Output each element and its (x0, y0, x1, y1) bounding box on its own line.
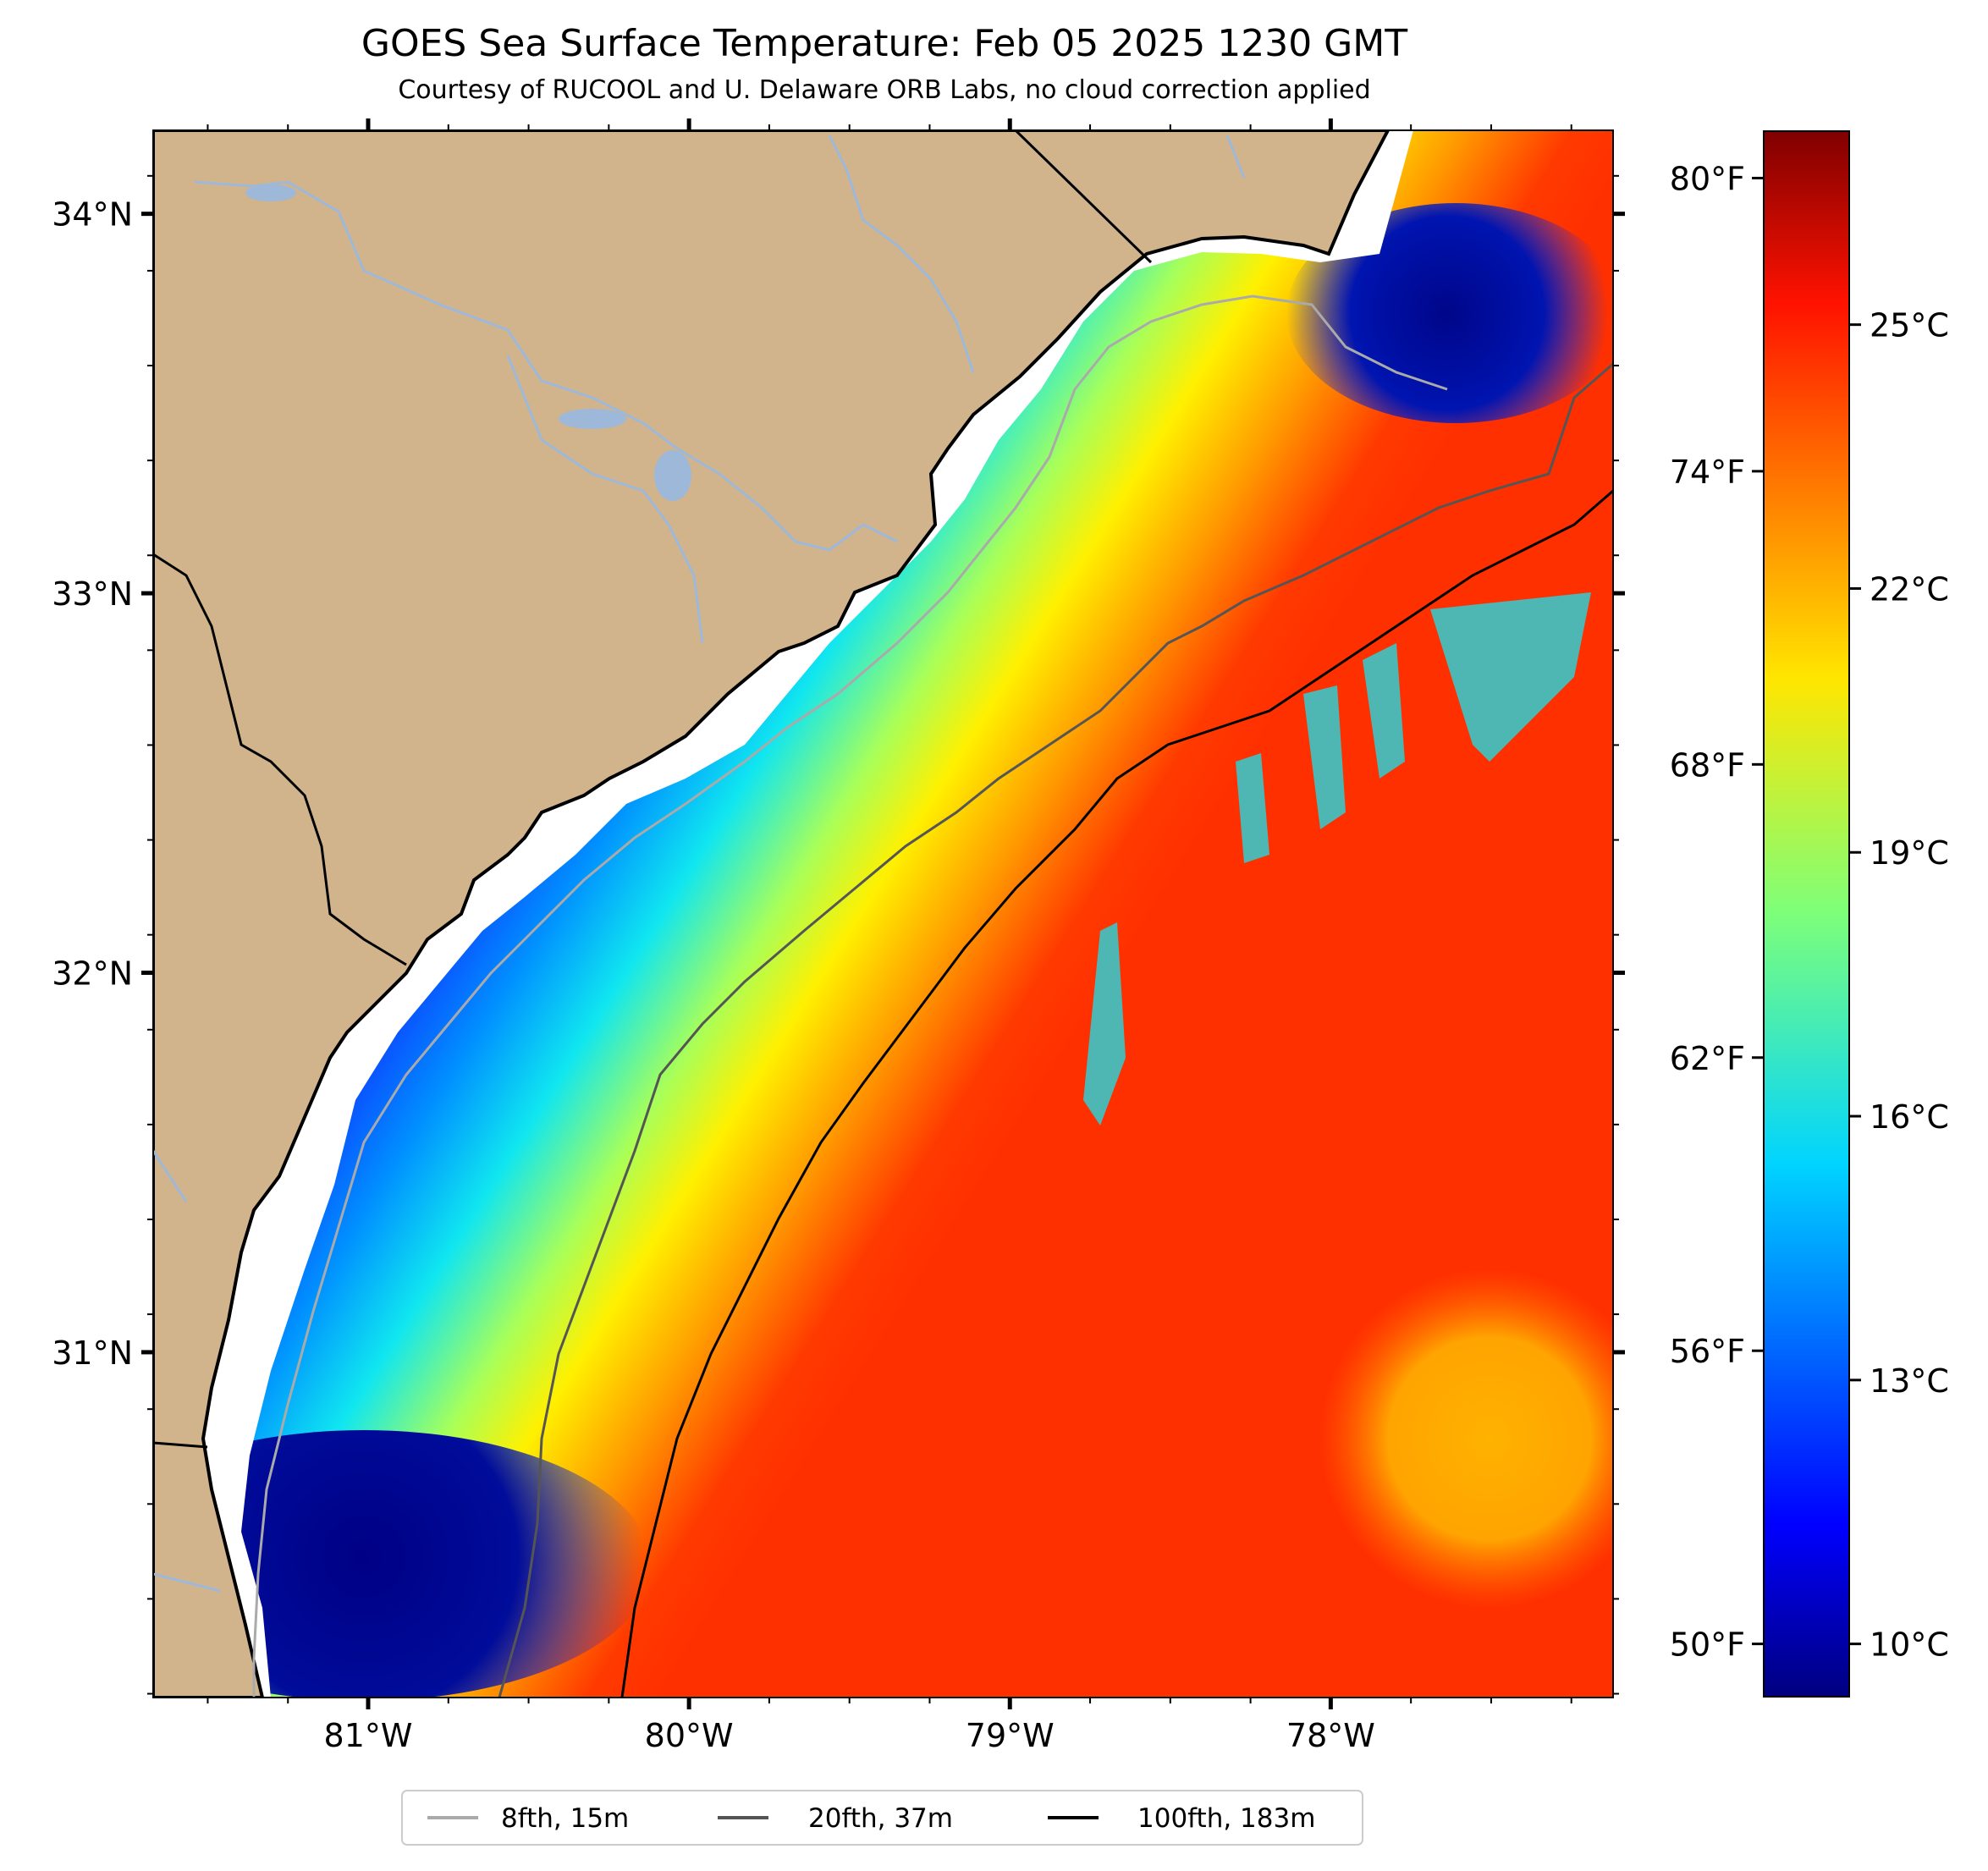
lon-tick-label-0: 81°W (324, 1717, 413, 1754)
colorbar-f-tick-label-3: 62°F (1670, 1040, 1745, 1077)
lat-tick-label-0: 34°N (52, 196, 133, 234)
latitude-axis: 34°N 33°N 32°N 31°N (52, 174, 1625, 1695)
legend-label-20fth: 20fth, 37m (808, 1803, 953, 1834)
colorbar-f-tick-label-0: 80°F (1670, 160, 1745, 197)
lat-tick-label-2: 32°N (52, 955, 133, 993)
colorbar-c-tick-label-5: 10°C (1870, 1626, 1949, 1664)
colorbar-f-tick-label-2: 68°F (1670, 746, 1745, 784)
lat-tick-label-1: 33°N (52, 575, 133, 613)
isobath-100fth (620, 489, 1613, 1698)
isobath-8fth (252, 294, 1448, 1698)
colorbar-c-tick-label-4: 13°C (1870, 1362, 1949, 1400)
warm-eddy (1295, 1269, 1613, 1608)
legend-box (401, 1790, 1363, 1846)
lakes (245, 184, 691, 501)
chart-subtitle: Courtesy of RUCOOL and U. Delaware ORB L… (398, 75, 1370, 105)
legend-label-100fth: 100fth, 183m (1137, 1803, 1315, 1834)
state-borders (153, 130, 1153, 1449)
legend-label-8fth: 8fth, 15m (501, 1803, 629, 1834)
map-frame (152, 129, 1614, 1698)
lon-tick-label-1: 80°W (645, 1717, 734, 1754)
lon-tick-label-3: 78°W (1286, 1717, 1375, 1754)
land-mass (153, 130, 1390, 1698)
colorbar-f-tick-label-1: 74°F (1670, 454, 1745, 491)
lat-tick-label-3: 31°N (52, 1334, 133, 1372)
colorbar-c-tick-label-2: 19°C (1870, 834, 1949, 872)
cold-water-northeast (1286, 203, 1613, 423)
cool-filaments (1083, 592, 1591, 1125)
map-plot-area (153, 130, 1613, 1698)
colorbar-celsius-axis: 25°C 22°C 19°C 16°C 13°C 10°C (1849, 307, 1949, 1664)
lon-tick-label-2: 79°W (966, 1717, 1055, 1754)
isobath-20fth (498, 362, 1613, 1698)
chart-title: GOES Sea Surface Temperature: Feb 05 202… (361, 22, 1407, 65)
colorbar-f-tick-label-5: 50°F (1670, 1626, 1745, 1664)
colorbar (1763, 130, 1850, 1698)
colorbar-fahrenheit-axis: 80°F 74°F 68°F 62°F 56°F 50°F (1670, 160, 1764, 1664)
longitude-axis: 81°W 80°W 79°W 78°W (207, 118, 1572, 1754)
colorbar-c-tick-label-3: 16°C (1870, 1098, 1949, 1136)
rivers (153, 135, 1246, 1593)
colorbar-c-tick-label-0: 25°C (1870, 307, 1949, 344)
legend: 8fth, 15m 20fth, 37m 100fth, 183m (401, 1790, 1363, 1846)
colorbar-f-tick-label-4: 56°F (1670, 1333, 1745, 1370)
cold-water-south (153, 1430, 652, 1698)
colorbar-c-tick-label-1: 22°C (1870, 570, 1949, 608)
